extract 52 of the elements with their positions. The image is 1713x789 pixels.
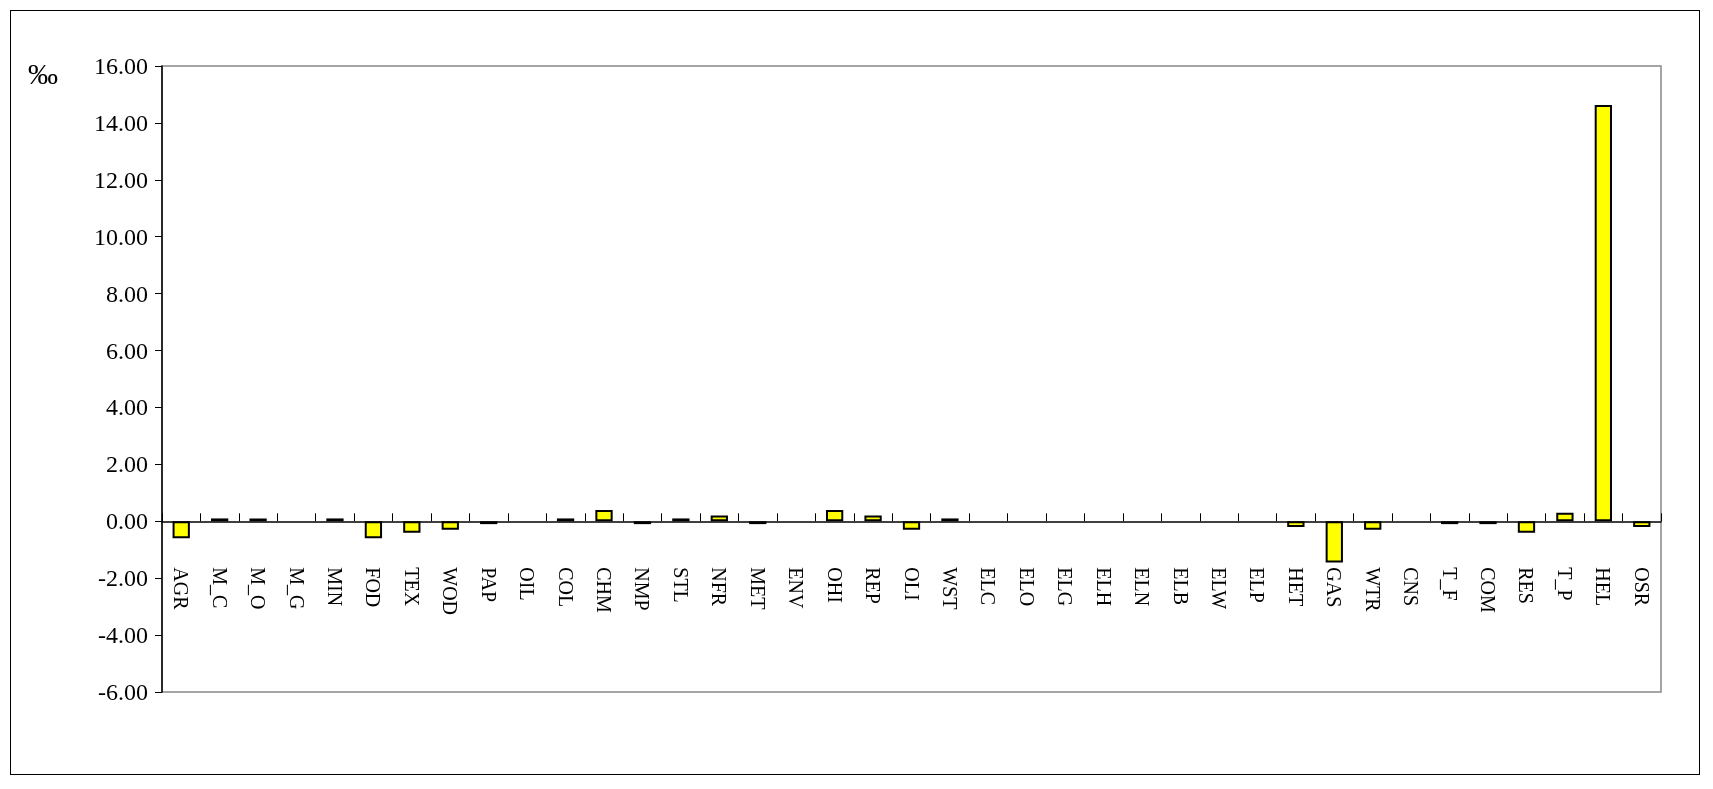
x-tick-label: CNS	[1400, 567, 1423, 607]
x-tick-label: T_F	[1438, 567, 1461, 601]
x-tick-label: OHI	[823, 567, 846, 603]
x-tick-label: COL	[554, 567, 577, 608]
x-tick-label: M_C	[208, 567, 231, 609]
x-tick-label: GAS	[1323, 567, 1346, 608]
x-tick-label: REP	[862, 567, 885, 604]
x-tick-label: ELB	[1169, 567, 1192, 606]
y-tick-label: 14.00	[94, 109, 148, 136]
x-tick-label: M_O	[247, 567, 270, 610]
x-tick-label: HET	[1284, 567, 1307, 607]
x-tick-label: OLI	[900, 567, 923, 601]
y-tick-label: 4.00	[106, 394, 148, 421]
y-tick-label: 0.00	[106, 508, 148, 535]
y-tick-label: -2.00	[98, 565, 148, 592]
y-tick-label: -6.00	[98, 679, 148, 705]
x-tick-label: ELG	[1054, 567, 1077, 607]
x-tick-label: STL	[669, 567, 692, 603]
y-tick-label: 16.00	[94, 53, 148, 79]
y-axis-title: ‰	[28, 56, 58, 90]
x-tick-label: RES	[1515, 567, 1538, 604]
y-tick-label: 6.00	[106, 337, 148, 364]
x-tick-label: M_G	[285, 567, 308, 610]
x-tick-label: MIN	[323, 567, 346, 607]
x-tick-label: ENV	[785, 567, 808, 609]
x-tick-label: TEX	[400, 567, 423, 607]
x-tick-label: AGR	[170, 567, 193, 611]
x-tick-label: COM	[1477, 567, 1500, 614]
y-tick-label: -4.00	[98, 622, 148, 649]
y-tick-label: 2.00	[106, 451, 148, 478]
x-tick-label: ELP	[1246, 567, 1269, 603]
x-tick-label: ELO	[1015, 567, 1038, 607]
x-tick-label: FOD	[362, 567, 385, 608]
x-tick-label: ELW	[1207, 567, 1230, 610]
x-tick-label: NFR	[708, 567, 731, 607]
x-tick-label: HEL	[1592, 567, 1615, 607]
x-tick-label: ELH	[1092, 567, 1115, 607]
x-tick-label: NMP	[631, 567, 654, 611]
x-tick-label: WST	[938, 567, 961, 610]
x-tick-label: ELC	[977, 567, 1000, 606]
x-tick-label: CHM	[593, 567, 616, 614]
x-tick-label: WTR	[1361, 567, 1384, 613]
x-tick-label: ELN	[1131, 567, 1154, 607]
y-tick-label: 8.00	[106, 280, 148, 307]
x-tick-label: MET	[746, 567, 769, 610]
x-tick-label: OSR	[1630, 567, 1653, 607]
y-tick-label: 10.00	[94, 223, 148, 250]
x-tick-label: PAP	[477, 567, 500, 603]
x-tick-label: OIL	[516, 567, 539, 601]
x-tick-label: WOD	[439, 567, 462, 616]
y-tick-label: 12.00	[94, 166, 148, 193]
x-tick-label: T_P	[1553, 567, 1576, 601]
